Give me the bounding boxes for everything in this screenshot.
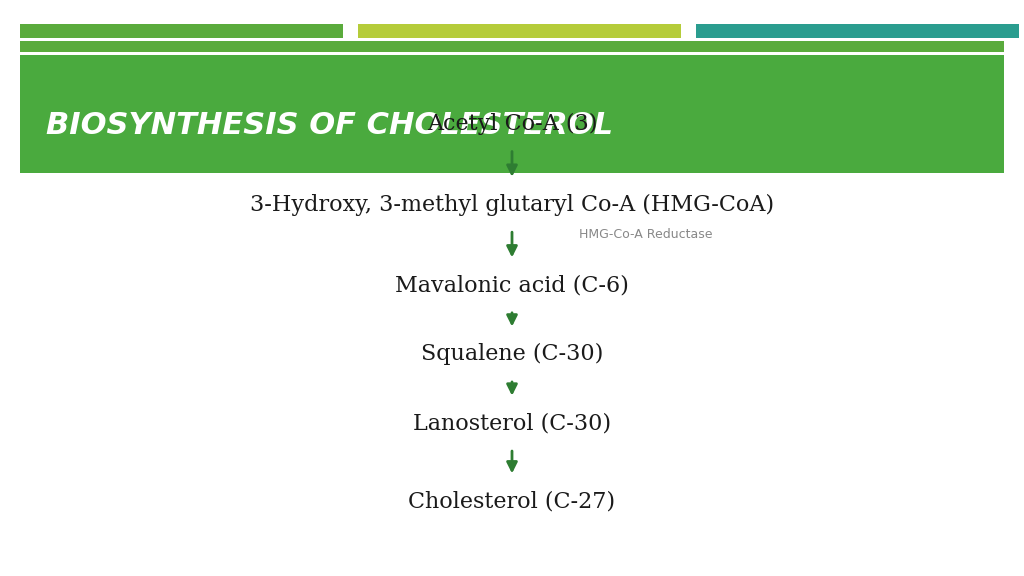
Text: BIOSYNTHESIS OF CHOLESTEROL: BIOSYNTHESIS OF CHOLESTEROL (46, 111, 613, 140)
Bar (358, 24, 681, 38)
Bar (20, 41, 1004, 52)
Text: Squalene (C-30): Squalene (C-30) (421, 343, 603, 365)
Text: Cholesterol (C-27): Cholesterol (C-27) (409, 490, 615, 512)
Bar (20, 24, 343, 38)
Text: Acetyl Co-A (3): Acetyl Co-A (3) (427, 113, 597, 135)
Bar (696, 24, 1019, 38)
Bar (20, 55, 1004, 173)
Text: Mavalonic acid (C-6): Mavalonic acid (C-6) (395, 274, 629, 296)
Text: Lanosterol (C-30): Lanosterol (C-30) (413, 412, 611, 434)
Text: HMG-Co-A Reductase: HMG-Co-A Reductase (579, 228, 712, 241)
Text: 3-Hydroxy, 3-methyl glutaryl Co-A (HMG-CoA): 3-Hydroxy, 3-methyl glutaryl Co-A (HMG-C… (250, 194, 774, 215)
